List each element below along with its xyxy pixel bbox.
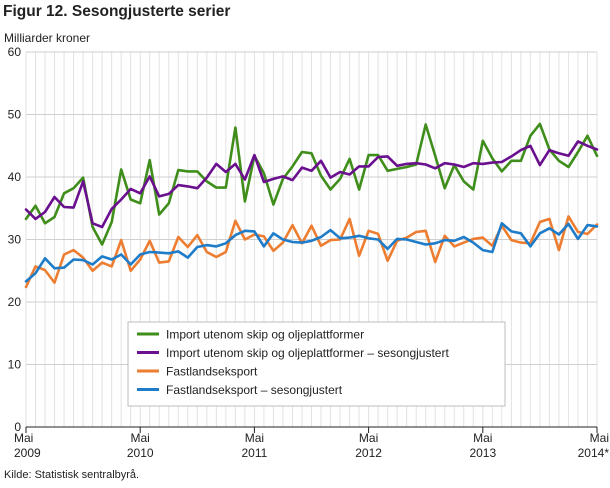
x-tick-label: 2014* (578, 446, 610, 460)
y-tick-label: 40 (8, 170, 22, 184)
y-tick-label: 20 (8, 295, 22, 309)
x-tick-label: Mai (131, 431, 150, 445)
legend-label: Import utenom skip og oljeplattformer – … (166, 346, 449, 360)
x-tick-label: 2011 (241, 446, 267, 460)
legend: Import utenom skip og oljeplattformer Imp… (127, 321, 506, 407)
legend-label: Fastlandseksport (166, 365, 258, 379)
x-tick-label: Mai (359, 431, 378, 445)
y-tick-label: 30 (8, 233, 22, 247)
x-tick-label: 2010 (127, 446, 154, 460)
y-tick-label: 60 (8, 45, 22, 59)
legend-label: Fastlandseksport – sesongjustert (166, 383, 343, 397)
y-axis-label: Milliarder kroner (4, 31, 91, 45)
x-tick-label: 2013 (469, 446, 496, 460)
legend-box (127, 321, 506, 407)
x-tick-label: Mai (473, 431, 492, 445)
y-tick-label: 50 (8, 108, 22, 122)
x-tick-label: 2009 (14, 446, 41, 460)
legend-label: Import utenom skip og oljeplattformer (166, 328, 364, 342)
x-tick-label: Mai (14, 431, 33, 445)
source-note: Kilde: Statistisk sentralbyrå. (4, 469, 140, 481)
series-line-2 (24, 140, 599, 229)
x-tick-label: Mai (590, 431, 609, 445)
series-line-1 (24, 122, 599, 246)
x-tick-label: Mai (245, 431, 264, 445)
x-tick-label: 2012 (355, 446, 382, 460)
y-tick-label: 0 (14, 420, 21, 434)
series-line-4 (24, 222, 599, 283)
chart-title: Figur 12. Sesongjusterte serier (3, 3, 231, 20)
y-tick-label: 10 (8, 358, 22, 372)
